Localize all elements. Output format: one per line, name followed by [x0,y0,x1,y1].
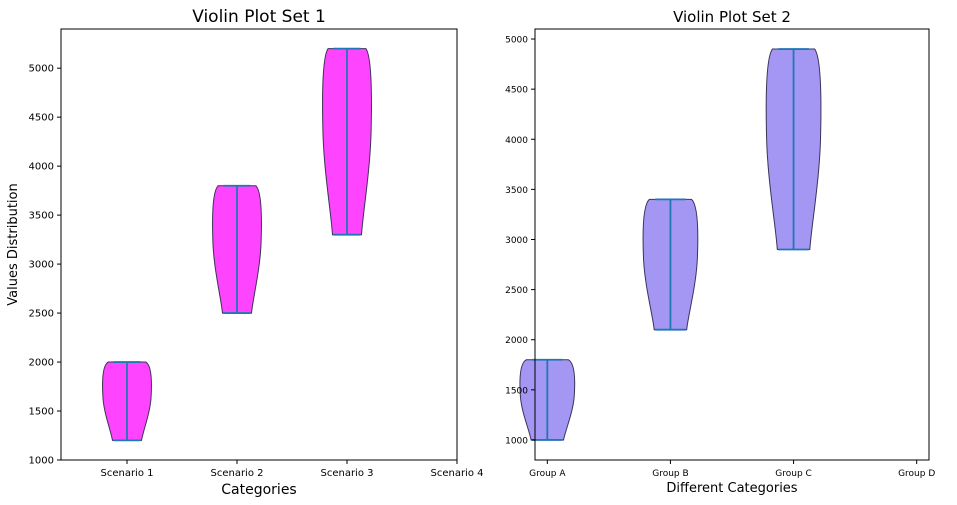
y-tick-label: 2000 [505,336,528,346]
y-tick-label: 4500 [29,113,54,124]
chart-violin-set-2: 1000 1500 2000 2500 3000 3500 4000 4500 5000 Grou… [505,8,935,496]
y-tick-label: 4500 [505,86,528,96]
x-tick-label: Group B [652,469,688,479]
x-tick-label: Scenario 2 [210,468,263,479]
y-tick-label: 1500 [505,386,528,396]
x-tick-label: Group A [529,469,566,479]
y-tick-label: 2000 [29,358,54,369]
x-axis-label: Categories [221,482,296,498]
y-tick-label: 2500 [29,309,54,320]
plot-frame [60,28,458,461]
y-tick-label: 5000 [29,64,54,75]
y-tick-label: 4000 [505,136,528,146]
x-tick-label: Group D [898,469,935,479]
x-tick-label: Scenario 1 [100,468,153,479]
y-tick-label: 5000 [505,36,528,46]
y-tick-label: 1000 [29,456,54,467]
chart-title: Violin Plot Set 2 [673,8,791,26]
y-tick-label: 3000 [505,236,528,246]
y-tick-label: 1500 [29,407,54,418]
chart-title: Violin Plot Set 1 [192,7,326,27]
x-tick-label: Scenario 3 [320,468,373,479]
y-tick-label: 2500 [505,286,528,296]
y-tick-label: 3500 [29,211,54,222]
x-tick-label: Group C [775,469,812,479]
y-tick-label: 4000 [29,162,54,173]
x-axis-label: Different Categories [666,481,797,496]
y-axis-label: Values Distribution [6,183,21,305]
y-tick-label: 3500 [505,186,528,196]
y-tick-label: 1000 [505,436,528,446]
x-tick-label: Scenario 4 [430,468,483,479]
chart-violin-set-1: 1000 1500 2000 2500 3000 3500 4000 4500 5000 Scen… [6,7,484,498]
y-tick-label: 3000 [29,260,54,271]
plot-frame [534,28,930,461]
